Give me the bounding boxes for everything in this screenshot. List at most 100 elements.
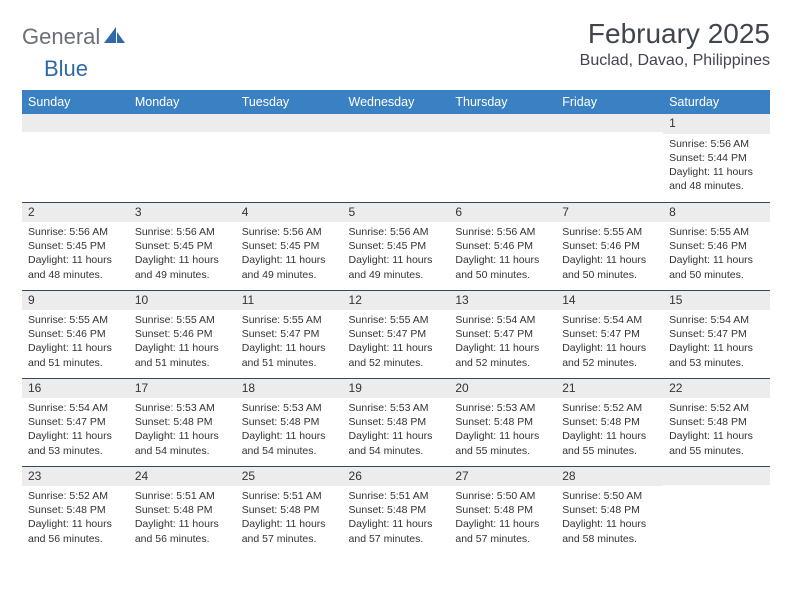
calendar-week: 2Sunrise: 5:56 AMSunset: 5:45 PMDaylight… xyxy=(22,202,770,290)
daylight-line: Daylight: 11 hours and 52 minutes. xyxy=(562,341,657,369)
day-number: 13 xyxy=(449,291,556,311)
daylight-line: Daylight: 11 hours and 56 minutes. xyxy=(135,517,230,545)
sunrise-line: Sunrise: 5:52 AM xyxy=(669,401,764,415)
day-details: Sunrise: 5:51 AMSunset: 5:48 PMDaylight:… xyxy=(236,486,343,550)
sunrise-line: Sunrise: 5:54 AM xyxy=(28,401,123,415)
day-details: Sunrise: 5:56 AMSunset: 5:45 PMDaylight:… xyxy=(343,222,450,286)
day-details: Sunrise: 5:56 AMSunset: 5:45 PMDaylight:… xyxy=(22,222,129,286)
sunrise-line: Sunrise: 5:56 AM xyxy=(455,225,550,239)
sunset-line: Sunset: 5:45 PM xyxy=(135,239,230,253)
calendar-cell: 22Sunrise: 5:52 AMSunset: 5:48 PMDayligh… xyxy=(663,378,770,466)
day-details: Sunrise: 5:52 AMSunset: 5:48 PMDaylight:… xyxy=(663,398,770,462)
day-header: Wednesday xyxy=(343,90,450,114)
sunset-line: Sunset: 5:46 PM xyxy=(28,327,123,341)
sunrise-line: Sunrise: 5:50 AM xyxy=(455,489,550,503)
sunset-line: Sunset: 5:46 PM xyxy=(669,239,764,253)
sunset-line: Sunset: 5:48 PM xyxy=(242,503,337,517)
day-details: Sunrise: 5:56 AMSunset: 5:44 PMDaylight:… xyxy=(663,134,770,198)
month-title: February 2025 xyxy=(580,18,770,50)
sunrise-line: Sunrise: 5:53 AM xyxy=(349,401,444,415)
day-details: Sunrise: 5:56 AMSunset: 5:45 PMDaylight:… xyxy=(129,222,236,286)
calendar-cell: 1Sunrise: 5:56 AMSunset: 5:44 PMDaylight… xyxy=(663,114,770,202)
calendar-cell: 19Sunrise: 5:53 AMSunset: 5:48 PMDayligh… xyxy=(343,378,450,466)
title-block: February 2025 Buclad, Davao, Philippines xyxy=(580,18,770,70)
day-number: 3 xyxy=(129,203,236,223)
day-number: 28 xyxy=(556,467,663,487)
day-number: 8 xyxy=(663,203,770,223)
daylight-line: Daylight: 11 hours and 55 minutes. xyxy=(455,429,550,457)
logo-text-general: General xyxy=(22,24,100,50)
sunrise-line: Sunrise: 5:53 AM xyxy=(455,401,550,415)
calendar-cell xyxy=(343,114,450,202)
day-header: Tuesday xyxy=(236,90,343,114)
sunrise-line: Sunrise: 5:56 AM xyxy=(669,137,764,151)
day-details: Sunrise: 5:52 AMSunset: 5:48 PMDaylight:… xyxy=(22,486,129,550)
day-number: 24 xyxy=(129,467,236,487)
calendar-cell: 23Sunrise: 5:52 AMSunset: 5:48 PMDayligh… xyxy=(22,466,129,554)
daylight-line: Daylight: 11 hours and 49 minutes. xyxy=(242,253,337,281)
sunrise-line: Sunrise: 5:56 AM xyxy=(242,225,337,239)
daylight-line: Daylight: 11 hours and 50 minutes. xyxy=(455,253,550,281)
sunrise-line: Sunrise: 5:56 AM xyxy=(349,225,444,239)
sunrise-line: Sunrise: 5:55 AM xyxy=(28,313,123,327)
day-number: 21 xyxy=(556,379,663,399)
calendar-cell: 12Sunrise: 5:55 AMSunset: 5:47 PMDayligh… xyxy=(343,290,450,378)
day-details: Sunrise: 5:51 AMSunset: 5:48 PMDaylight:… xyxy=(129,486,236,550)
day-number: 27 xyxy=(449,467,556,487)
sunset-line: Sunset: 5:44 PM xyxy=(669,151,764,165)
sunset-line: Sunset: 5:48 PM xyxy=(349,415,444,429)
daylight-line: Daylight: 11 hours and 57 minutes. xyxy=(242,517,337,545)
day-header: Saturday xyxy=(663,90,770,114)
sunset-line: Sunset: 5:48 PM xyxy=(669,415,764,429)
day-details: Sunrise: 5:54 AMSunset: 5:47 PMDaylight:… xyxy=(449,310,556,374)
daylight-line: Daylight: 11 hours and 51 minutes. xyxy=(28,341,123,369)
sunset-line: Sunset: 5:48 PM xyxy=(562,415,657,429)
calendar-cell: 24Sunrise: 5:51 AMSunset: 5:48 PMDayligh… xyxy=(129,466,236,554)
sunrise-line: Sunrise: 5:51 AM xyxy=(242,489,337,503)
sunset-line: Sunset: 5:46 PM xyxy=(562,239,657,253)
sunrise-line: Sunrise: 5:55 AM xyxy=(562,225,657,239)
daylight-line: Daylight: 11 hours and 55 minutes. xyxy=(669,429,764,457)
daylight-line: Daylight: 11 hours and 50 minutes. xyxy=(562,253,657,281)
daylight-line: Daylight: 11 hours and 49 minutes. xyxy=(349,253,444,281)
logo-text-blue: Blue xyxy=(44,56,88,82)
calendar-cell: 13Sunrise: 5:54 AMSunset: 5:47 PMDayligh… xyxy=(449,290,556,378)
sunrise-line: Sunrise: 5:53 AM xyxy=(242,401,337,415)
sunset-line: Sunset: 5:48 PM xyxy=(455,503,550,517)
sunset-line: Sunset: 5:46 PM xyxy=(135,327,230,341)
day-number: 25 xyxy=(236,467,343,487)
calendar-cell: 17Sunrise: 5:53 AMSunset: 5:48 PMDayligh… xyxy=(129,378,236,466)
sunrise-line: Sunrise: 5:52 AM xyxy=(28,489,123,503)
calendar-cell: 10Sunrise: 5:55 AMSunset: 5:46 PMDayligh… xyxy=(129,290,236,378)
calendar-cell: 7Sunrise: 5:55 AMSunset: 5:46 PMDaylight… xyxy=(556,202,663,290)
sunrise-line: Sunrise: 5:52 AM xyxy=(562,401,657,415)
day-details: Sunrise: 5:52 AMSunset: 5:48 PMDaylight:… xyxy=(556,398,663,462)
day-details: Sunrise: 5:55 AMSunset: 5:47 PMDaylight:… xyxy=(236,310,343,374)
sunrise-line: Sunrise: 5:51 AM xyxy=(349,489,444,503)
day-details: Sunrise: 5:55 AMSunset: 5:46 PMDaylight:… xyxy=(129,310,236,374)
calendar-cell xyxy=(449,114,556,202)
sunset-line: Sunset: 5:48 PM xyxy=(455,415,550,429)
sunrise-line: Sunrise: 5:50 AM xyxy=(562,489,657,503)
sunrise-line: Sunrise: 5:55 AM xyxy=(242,313,337,327)
day-details: Sunrise: 5:54 AMSunset: 5:47 PMDaylight:… xyxy=(663,310,770,374)
sunset-line: Sunset: 5:47 PM xyxy=(455,327,550,341)
daylight-line: Daylight: 11 hours and 48 minutes. xyxy=(669,165,764,193)
day-details: Sunrise: 5:56 AMSunset: 5:46 PMDaylight:… xyxy=(449,222,556,286)
day-number xyxy=(236,114,343,132)
calendar-cell: 14Sunrise: 5:54 AMSunset: 5:47 PMDayligh… xyxy=(556,290,663,378)
day-number: 2 xyxy=(22,203,129,223)
calendar-cell: 2Sunrise: 5:56 AMSunset: 5:45 PMDaylight… xyxy=(22,202,129,290)
calendar-cell: 26Sunrise: 5:51 AMSunset: 5:48 PMDayligh… xyxy=(343,466,450,554)
daylight-line: Daylight: 11 hours and 58 minutes. xyxy=(562,517,657,545)
sunset-line: Sunset: 5:48 PM xyxy=(242,415,337,429)
calendar-cell: 4Sunrise: 5:56 AMSunset: 5:45 PMDaylight… xyxy=(236,202,343,290)
day-number: 11 xyxy=(236,291,343,311)
day-number: 20 xyxy=(449,379,556,399)
daylight-line: Daylight: 11 hours and 57 minutes. xyxy=(455,517,550,545)
day-details: Sunrise: 5:54 AMSunset: 5:47 PMDaylight:… xyxy=(556,310,663,374)
calendar-cell: 11Sunrise: 5:55 AMSunset: 5:47 PMDayligh… xyxy=(236,290,343,378)
daylight-line: Daylight: 11 hours and 52 minutes. xyxy=(349,341,444,369)
logo: General xyxy=(22,24,128,50)
sunrise-line: Sunrise: 5:54 AM xyxy=(669,313,764,327)
